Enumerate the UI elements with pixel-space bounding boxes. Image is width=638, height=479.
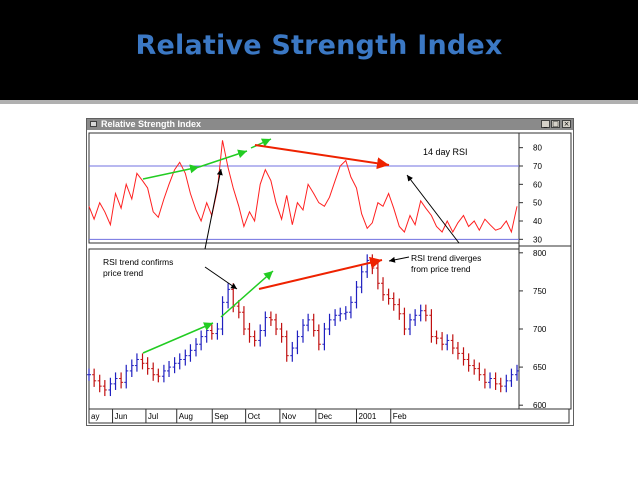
window-title: Relative Strength Index [101, 119, 202, 129]
confirm-annotation-line2: price trend [103, 268, 143, 278]
price-tick-label: 800 [533, 249, 547, 258]
rsi-tick-label: 80 [533, 144, 542, 153]
rsi-confirm-arrow-3 [250, 138, 272, 149]
x-tick-label: Jul [148, 412, 158, 421]
x-tick-label: Feb [393, 412, 407, 421]
x-tick-label: Nov [282, 412, 296, 421]
x-tick-label: 2001 [359, 412, 377, 421]
diverge-pointer-rsi [406, 174, 460, 244]
rsi-period-label: 14 day RSI [423, 147, 468, 157]
confirm-pointer-rsi [204, 168, 223, 250]
chart-window: Relative Strength Index _ □ × 80 70 60 50 40… [86, 118, 574, 426]
price-tick-label: 700 [533, 325, 547, 334]
slide-title: Relative Strength Index [135, 30, 503, 61]
header-divider [0, 100, 638, 104]
window-titlebar[interactable]: Relative Strength Index _ □ × [87, 119, 573, 130]
x-tick-label: Oct [248, 412, 261, 421]
rsi-diverge-arrow [254, 144, 390, 170]
rsi-price-chart: 80 70 60 50 40 30 800 750 700 650 600 ay Jun Jul Aug Se… [87, 132, 572, 424]
rsi-confirm-arrow-1 [142, 164, 200, 180]
price-plot-frame [88, 248, 520, 410]
x-tick-label: ay [91, 412, 99, 421]
x-tick-label: Jun [115, 412, 128, 421]
price-confirm-arrow-1 [142, 322, 214, 354]
maximize-icon[interactable]: □ [551, 120, 560, 128]
price-tick-label: 650 [533, 363, 547, 372]
diverge-annotation-line2: from price trend [411, 264, 471, 274]
y-axis-strip [518, 132, 572, 410]
rsi-confirm-arrow-2 [198, 149, 248, 168]
x-tick-label: Sep [214, 412, 229, 421]
price-diverge-arrow [258, 256, 383, 290]
price-tick-label: 750 [533, 287, 547, 296]
close-icon[interactable]: × [562, 120, 571, 128]
x-tick-label: Aug [179, 412, 193, 421]
rsi-tick-label: 70 [533, 162, 542, 171]
diverge-annotation-line1: RSI trend diverges [411, 253, 481, 263]
minimize-icon[interactable]: _ [541, 120, 550, 128]
price-tick-label: 600 [533, 401, 547, 410]
rsi-tick-label: 50 [533, 199, 542, 208]
rsi-tick-label: 60 [533, 180, 542, 189]
confirm-pointer-price [204, 266, 238, 290]
window-app-icon[interactable] [90, 121, 97, 127]
rsi-tick-label: 30 [533, 235, 542, 244]
price-confirm-arrow-2 [220, 270, 274, 318]
confirm-annotation-line1: RSI trend confirms [103, 257, 173, 267]
rsi-tick-label: 40 [533, 217, 542, 226]
x-tick-label: Dec [318, 412, 332, 421]
diverge-pointer-price [388, 256, 410, 263]
slide-header [0, 0, 638, 100]
